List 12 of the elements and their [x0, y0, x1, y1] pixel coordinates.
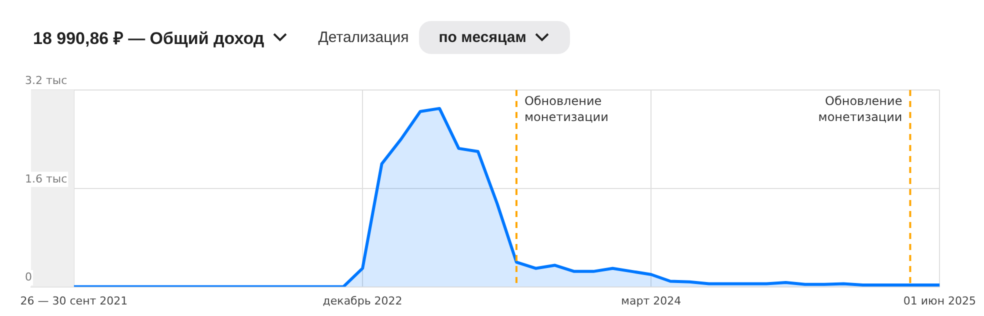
x-tick-label: март 2024: [621, 294, 682, 308]
ref-line-label: Обновление монетизации: [524, 94, 608, 124]
y-tick-label: 1.6 тыс: [25, 172, 68, 186]
chart-title: 18 990,86 ₽ — Общий доход: [33, 28, 264, 48]
ref-line-label: Обновление монетизации: [818, 94, 902, 124]
x-tick-label: 01 июн 2025: [903, 294, 976, 308]
y-tick-label: 3.2 тыс: [25, 74, 68, 87]
y-tick-label: 0: [25, 270, 32, 284]
x-tick-label: декабрь 2022: [322, 294, 402, 308]
text: по месяцам: [438, 28, 526, 46]
x-tick-label: 26 — 30 сент 2021: [20, 294, 128, 308]
text: Детализация: [318, 28, 409, 46]
